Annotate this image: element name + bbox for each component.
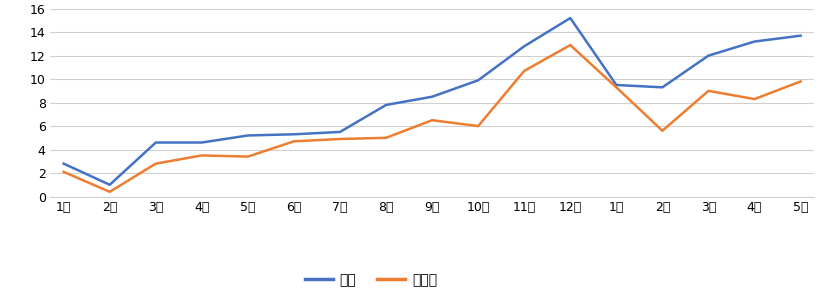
Legend: 产量, 装机量: 产量, 装机量 (299, 268, 443, 289)
